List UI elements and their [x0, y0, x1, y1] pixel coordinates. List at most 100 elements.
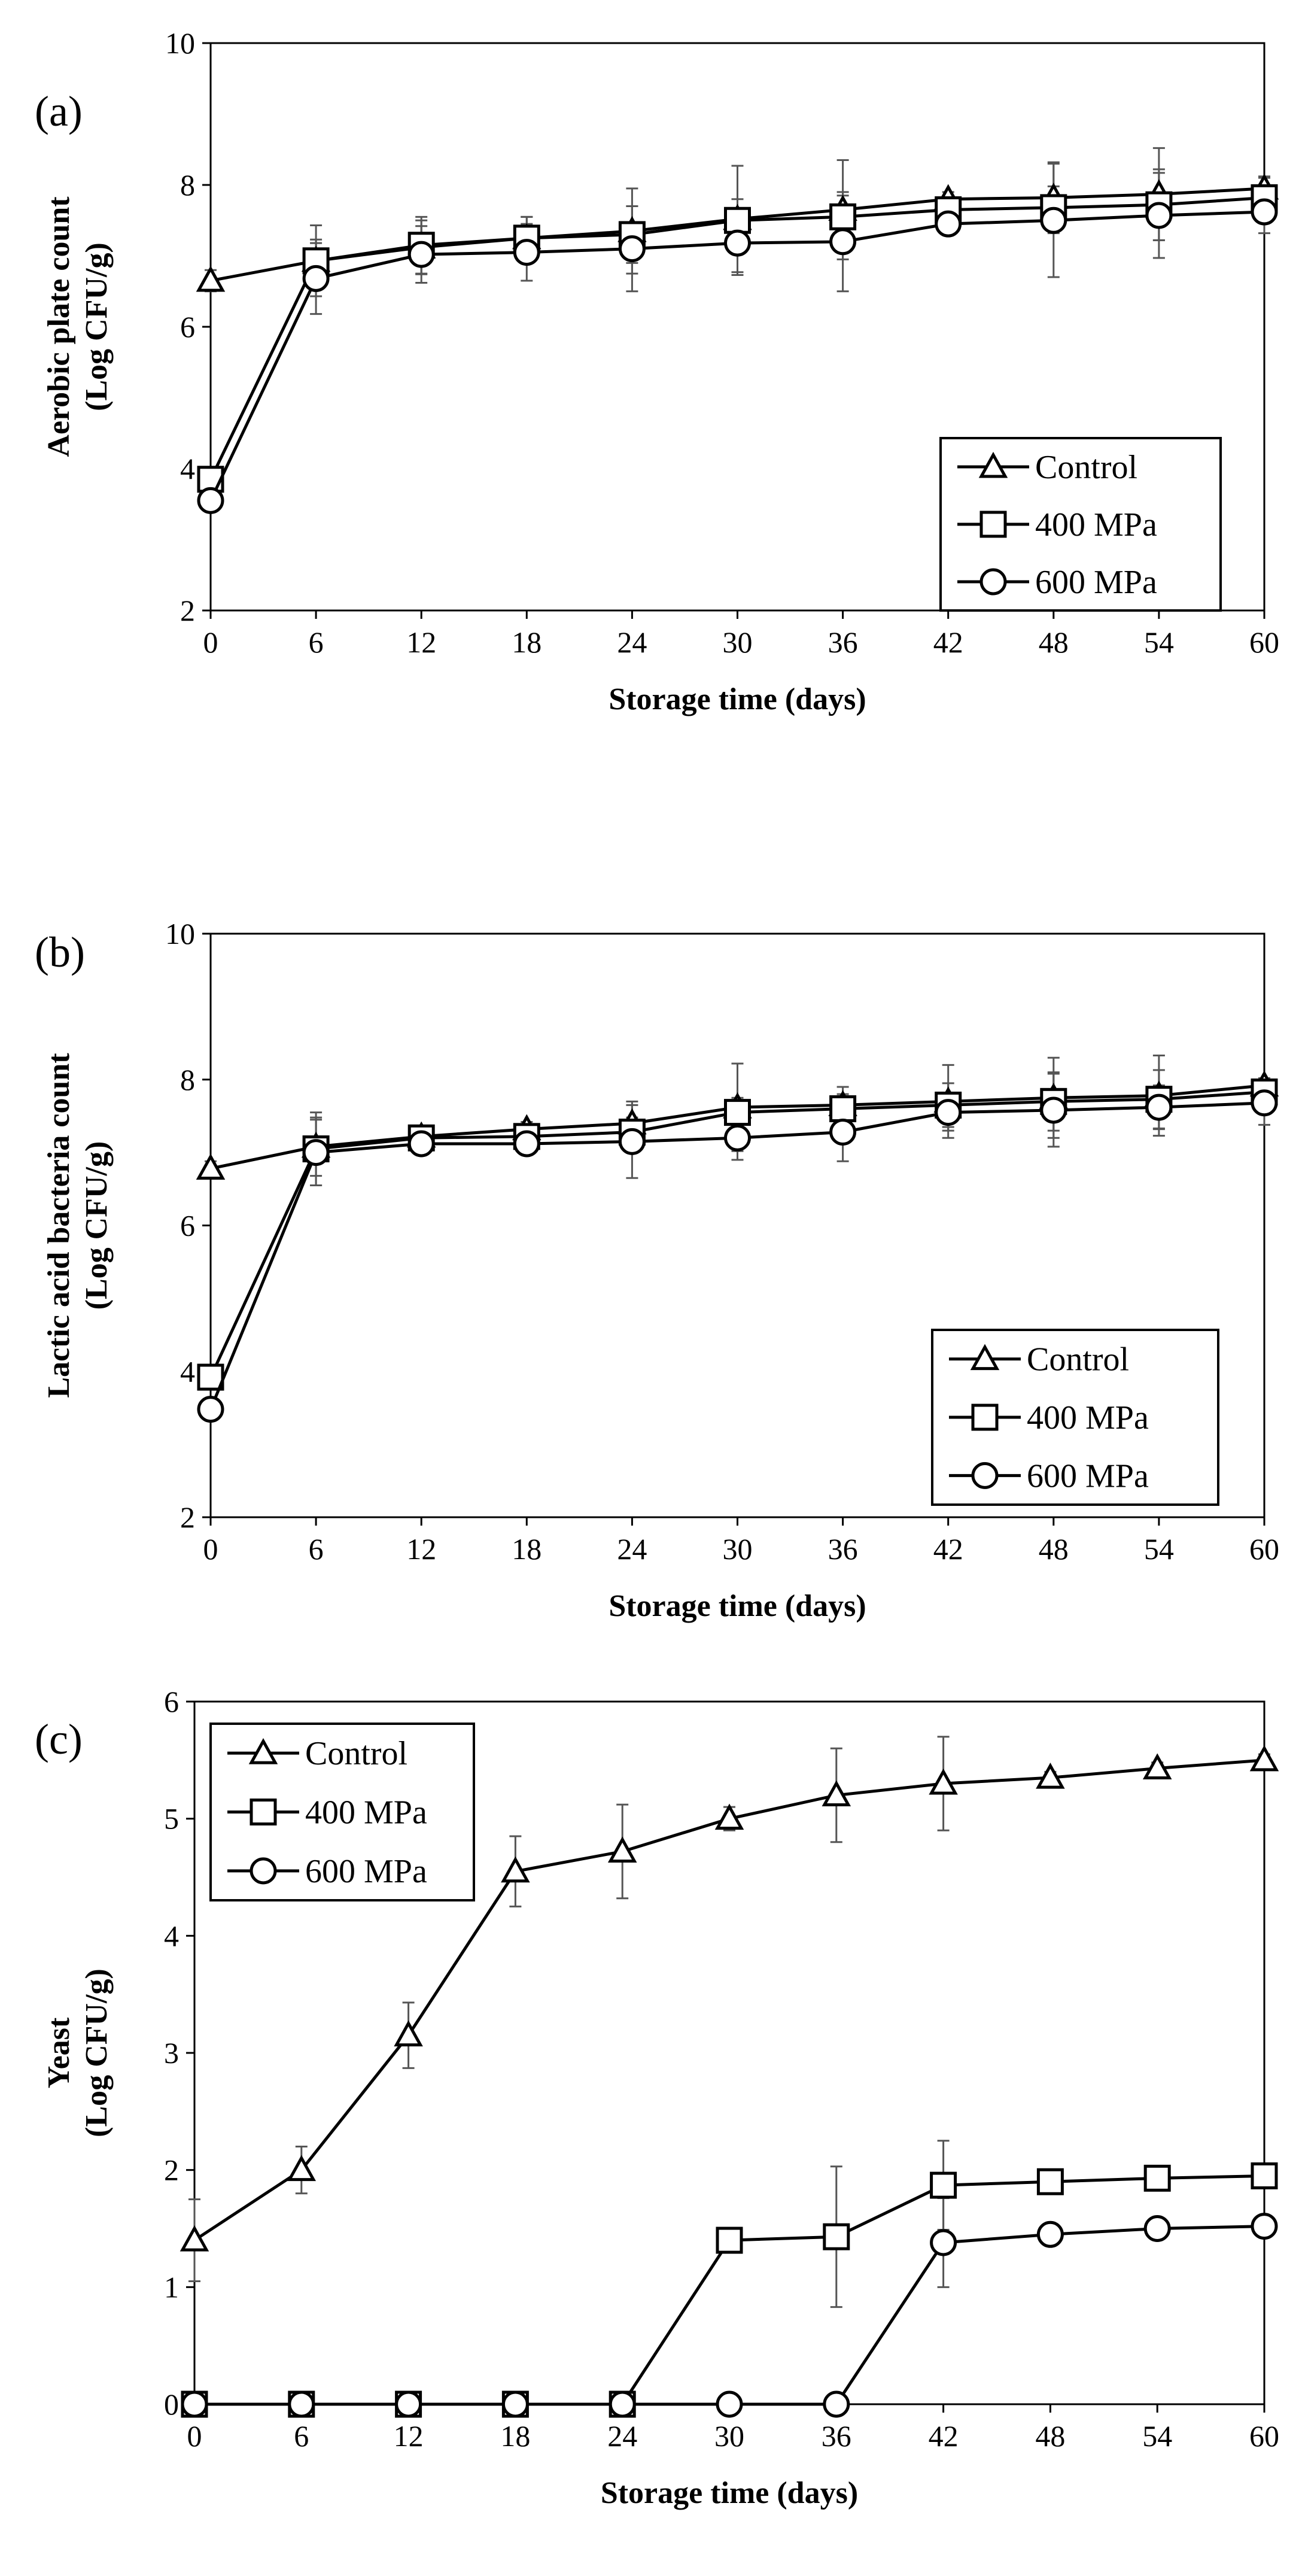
- data-point-circle-marker: [407, 241, 435, 268]
- x-tick-label: 36: [828, 625, 858, 659]
- x-tick-label: 24: [617, 625, 647, 659]
- x-tick-label: 0: [187, 2419, 202, 2453]
- legend-label: 400 MPa: [1027, 1399, 1149, 1436]
- y-axis-title: Aerobic plate count: [42, 196, 76, 457]
- x-axis-title: Storage time (days): [601, 2476, 858, 2510]
- data-point-square-marker: [1036, 2168, 1064, 2195]
- data-point-circle-marker: [1251, 2213, 1278, 2240]
- panel-label: (b): [35, 928, 85, 976]
- y-tick-label: 4: [180, 1354, 195, 1388]
- legend-triangle-marker: [248, 1738, 278, 1764]
- data-point-triangle-marker: [394, 2020, 423, 2047]
- y-tick-label: 5: [164, 1802, 179, 1836]
- data-point-circle-marker: [935, 210, 962, 238]
- data-point-circle-marker: [618, 1128, 646, 1155]
- legend-label: Control: [1035, 449, 1137, 486]
- x-tick-label: 36: [822, 2419, 851, 2453]
- data-point-circle-marker: [1036, 2220, 1064, 2248]
- data-point-circle-marker: [618, 235, 646, 263]
- legend-circle-marker: [971, 1462, 999, 1489]
- data-point-triangle-marker: [196, 1153, 226, 1180]
- x-tick-label: 54: [1142, 2419, 1172, 2453]
- legend-square-marker: [979, 511, 1007, 538]
- x-tick-label: 12: [406, 1532, 436, 1566]
- data-point-circle-marker: [935, 1099, 962, 1126]
- data-point-circle-marker: [1251, 198, 1278, 226]
- data-point-triangle-marker: [196, 265, 226, 292]
- data-point-circle-marker: [181, 2390, 208, 2418]
- y-axis-unit: (Log CFU/g): [80, 1141, 114, 1310]
- legend-label: 600 MPa: [1027, 1457, 1149, 1494]
- data-point-triangle-marker: [929, 1768, 958, 1795]
- y-tick-label: 8: [180, 1063, 195, 1096]
- y-axis-title: Yeast: [42, 2017, 76, 2088]
- x-tick-label: 60: [1249, 1532, 1279, 1566]
- x-tick-label: 30: [723, 1532, 753, 1566]
- x-tick-label: 48: [1035, 2419, 1065, 2453]
- data-point-circle-marker: [395, 2390, 422, 2418]
- data-point-circle-marker: [724, 229, 751, 257]
- x-tick-label: 6: [309, 625, 324, 659]
- data-point-circle-marker: [1040, 1096, 1067, 1124]
- x-tick-label: 54: [1144, 625, 1174, 659]
- data-point-circle-marker: [829, 228, 857, 256]
- data-point-triangle-marker: [1142, 1753, 1172, 1780]
- data-point-circle-marker: [724, 1124, 751, 1152]
- data-point-circle-marker: [1143, 2215, 1171, 2242]
- data-point-square-marker: [829, 1095, 857, 1122]
- y-axis-title: Lactic acid bacteria count: [42, 1053, 76, 1398]
- data-point-square-marker: [823, 2223, 850, 2250]
- y-axis-unit: (Log CFU/g): [80, 242, 114, 411]
- data-point-triangle-marker: [1249, 1745, 1279, 1772]
- x-tick-label: 60: [1249, 625, 1279, 659]
- data-point-circle-marker: [716, 2390, 743, 2418]
- legend-label: 400 MPa: [305, 1794, 427, 1831]
- data-point-triangle-marker: [607, 1836, 637, 1863]
- y-tick-label: 0: [164, 2387, 179, 2421]
- x-tick-label: 6: [294, 2419, 309, 2453]
- x-tick-label: 60: [1249, 2419, 1279, 2453]
- data-point-circle-marker: [302, 1139, 330, 1167]
- data-point-triangle-marker: [501, 1856, 530, 1883]
- y-tick-label: 6: [180, 1209, 195, 1243]
- panel-label: (c): [35, 1715, 83, 1763]
- y-tick-label: 2: [180, 594, 195, 627]
- legend-triangle-marker: [978, 451, 1008, 478]
- data-point-triangle-marker: [180, 2225, 209, 2252]
- legend-triangle-marker: [970, 1344, 1000, 1371]
- legend-label: Control: [305, 1735, 407, 1772]
- legend-square-marker: [250, 1799, 277, 1825]
- data-point-circle-marker: [288, 2390, 315, 2418]
- x-tick-label: 6: [309, 1532, 324, 1566]
- data-point-circle-marker: [501, 2390, 529, 2418]
- y-axis-unit: (Log CFU/g): [80, 1969, 114, 2137]
- data-point-circle-marker: [513, 239, 540, 266]
- y-tick-label: 10: [165, 26, 195, 60]
- data-point-circle-marker: [513, 1130, 540, 1158]
- data-point-circle-marker: [302, 265, 330, 292]
- x-tick-label: 24: [617, 1532, 647, 1566]
- legend-circle-marker: [979, 568, 1007, 596]
- data-point-circle-marker: [407, 1130, 435, 1158]
- y-tick-label: 2: [180, 1500, 195, 1534]
- data-point-square-marker: [724, 1099, 751, 1126]
- data-point-triangle-marker: [1036, 1763, 1065, 1789]
- x-tick-label: 18: [512, 1532, 541, 1566]
- data-point-square-marker: [724, 206, 751, 234]
- data-point-circle-marker: [197, 487, 224, 514]
- x-tick-label: 36: [828, 1532, 858, 1566]
- data-point-circle-marker: [930, 2229, 957, 2256]
- x-tick-label: 12: [394, 2419, 424, 2453]
- x-axis-title: Storage time (days): [609, 682, 866, 716]
- y-tick-label: 2: [164, 2153, 179, 2187]
- legend-label: 600 MPa: [1035, 564, 1157, 601]
- data-point-circle-marker: [829, 1119, 857, 1146]
- data-point-triangle-marker: [822, 1780, 851, 1807]
- legend-label: 600 MPa: [305, 1853, 427, 1890]
- y-tick-label: 6: [164, 1685, 179, 1718]
- y-tick-label: 4: [180, 452, 195, 485]
